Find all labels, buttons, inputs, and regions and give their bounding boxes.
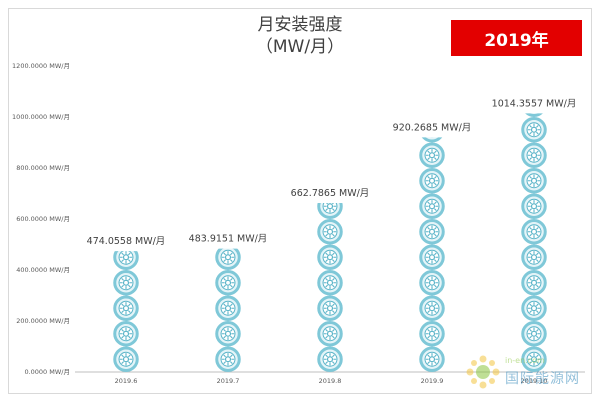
sun-pictogram-icon	[521, 168, 547, 194]
sun-pictogram-icon	[525, 113, 543, 117]
sun-pictogram-icon	[215, 295, 241, 321]
y-tick-label: 800.0000 MW/月	[16, 164, 70, 172]
x-tick-label: 2019.8	[319, 377, 342, 385]
sun-pictogram-icon	[317, 202, 343, 219]
x-tick-label: 2019.10	[521, 377, 548, 385]
sun-pictogram-icon	[521, 270, 547, 296]
sun-pictogram-icon	[215, 248, 241, 270]
chart-subtitle: （MW/月）	[255, 37, 345, 57]
sun-pictogram-icon	[521, 219, 547, 245]
sun-pictogram-icon	[419, 321, 445, 347]
data-label: 662.7865 MW/月	[291, 188, 370, 199]
sun-pictogram-icon	[317, 219, 343, 245]
bar-2019.9	[419, 137, 445, 372]
data-label: 483.9151 MW/月	[189, 234, 268, 245]
year-badge: 2019年	[451, 20, 582, 56]
sun-pictogram-icon	[521, 346, 547, 372]
sun-pictogram-icon	[419, 142, 445, 168]
bar-2019.10	[521, 113, 547, 372]
data-label: 474.0558 MW/月	[87, 236, 166, 247]
sun-pictogram-icon	[421, 137, 443, 143]
y-tick-label: 400.0000 MW/月	[16, 266, 70, 274]
sun-pictogram-icon	[419, 270, 445, 296]
sun-pictogram-icon	[521, 117, 547, 143]
sun-pictogram-icon	[317, 346, 343, 372]
sun-pictogram-icon	[419, 244, 445, 270]
sun-pictogram-icon	[113, 270, 139, 296]
sun-pictogram-icon	[521, 142, 547, 168]
sun-pictogram-icon	[521, 244, 547, 270]
sun-pictogram-icon	[113, 295, 139, 321]
data-label: 1014.3557 MW/月	[492, 98, 577, 109]
chart-frame	[8, 8, 592, 394]
bar-2019.8	[317, 202, 343, 372]
sun-pictogram-icon	[521, 193, 547, 219]
sun-pictogram-icon	[317, 295, 343, 321]
x-tick-label: 2019.7	[217, 377, 240, 385]
x-tick-label: 2019.9	[421, 377, 444, 385]
sun-pictogram-icon	[419, 193, 445, 219]
sun-pictogram-icon	[419, 219, 445, 245]
y-tick-label: 200.0000 MW/月	[16, 317, 70, 325]
sun-pictogram-icon	[419, 168, 445, 194]
sun-pictogram-icon	[317, 321, 343, 347]
data-label: 920.2685 MW/月	[393, 122, 472, 133]
y-tick-label: 1000.0000 MW/月	[12, 113, 70, 121]
sun-pictogram-icon	[521, 295, 547, 321]
sun-pictogram-icon	[521, 321, 547, 347]
chart-title-main: 月安装强度	[257, 15, 343, 35]
sun-pictogram-icon	[113, 346, 139, 372]
y-tick-label: 600.0000 MW/月	[16, 215, 70, 223]
bar-2019.7	[215, 248, 241, 372]
sun-pictogram-icon	[317, 270, 343, 296]
y-tick-label: 1200.0000 MW/月	[12, 62, 70, 70]
sun-pictogram-icon	[113, 251, 139, 270]
sun-pictogram-icon	[215, 346, 241, 372]
chart-title: 月安装强度 （MW/月）	[180, 14, 420, 58]
sun-pictogram-icon	[215, 270, 241, 296]
bar-2019.6	[113, 251, 139, 372]
sun-pictogram-icon	[215, 321, 241, 347]
sun-pictogram-icon	[317, 244, 343, 270]
sun-pictogram-icon	[113, 321, 139, 347]
x-tick-label: 2019.6	[115, 377, 138, 385]
y-tick-label: 0.0000 MW/月	[24, 368, 70, 376]
sun-pictogram-icon	[419, 346, 445, 372]
sun-pictogram-icon	[419, 295, 445, 321]
